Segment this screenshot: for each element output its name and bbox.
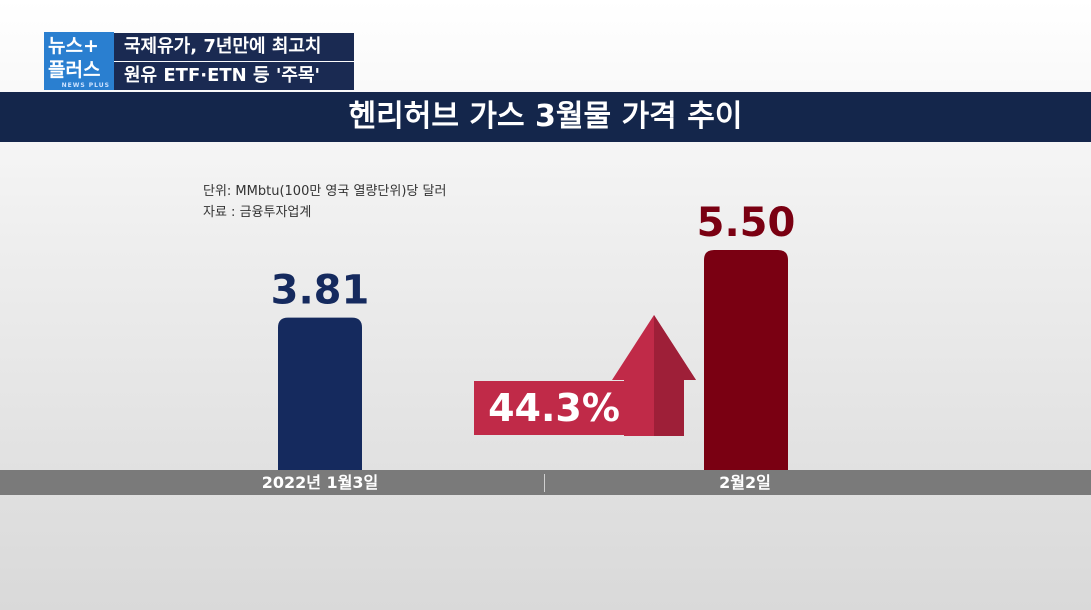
value-label-1: 5.50 [697,200,796,246]
bar-0 [278,317,362,470]
change-label: 44.3% [474,381,634,435]
news-plus-logo: 뉴스+ 플러스 NEWS PLUS [44,32,114,90]
logo-sub: NEWS PLUS [61,82,110,89]
logo-line2: 플러스 [48,59,101,81]
bar-1 [704,250,788,470]
headline-line2: 원유 ETF·ETN 등 '주목' [114,62,354,90]
x-axis-bar [0,470,1091,495]
source-note: 자료 : 금융투자업계 [203,205,312,220]
x-tick-label-0: 2022년 1월3일 [261,473,379,492]
value-label-0: 3.81 [271,268,370,314]
x-axis-divider [544,474,545,492]
chart-title: 헨리허브 가스 3월물 가격 추이 [0,92,1091,142]
logo-line1: 뉴스+ [48,35,99,57]
unit-note: 단위: MMbtu(100만 영국 열량단위)당 달러 [203,184,447,199]
up-arrow-shade [654,315,696,436]
x-tick-label-1: 2월2일 [719,473,771,492]
headline-line1: 국제유가, 7년만에 최고치 [114,33,354,61]
